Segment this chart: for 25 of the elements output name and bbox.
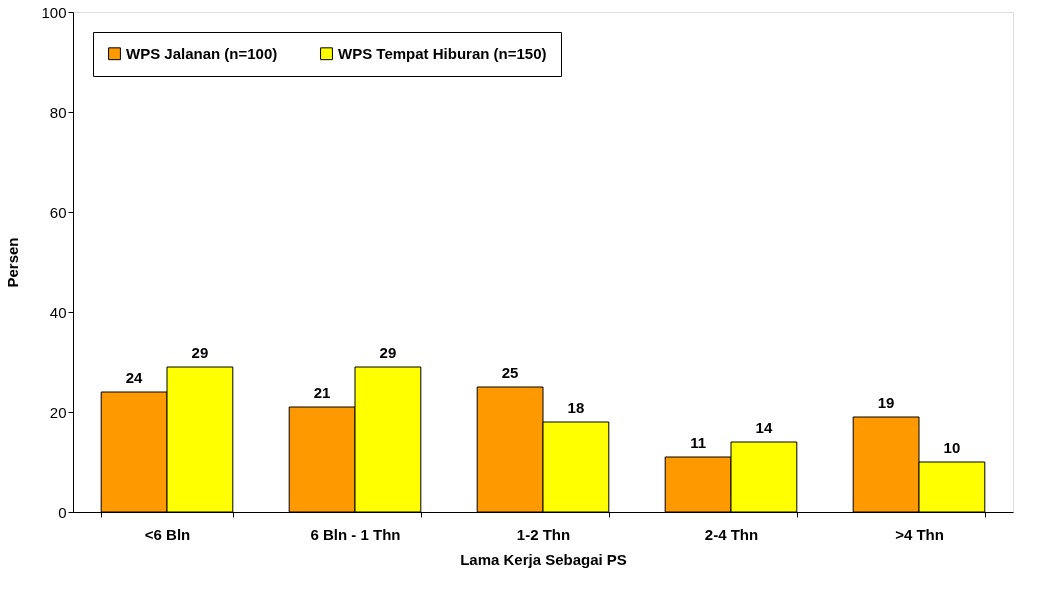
data-label: 21 <box>313 384 331 401</box>
legend-label: WPS Tempat Hiburan (n=150) <box>338 44 547 62</box>
y-tick-label: 20 <box>49 403 67 421</box>
x-tick-label: >4 Thn <box>895 525 944 543</box>
y-tick-label: 40 <box>49 303 67 321</box>
y-tick-label: 80 <box>49 103 67 121</box>
data-label: 29 <box>379 344 397 361</box>
y-axis-title: Persen <box>4 237 22 288</box>
data-label: 29 <box>191 344 209 361</box>
x-tick-label: 1-2 Thn <box>516 525 571 543</box>
data-label: 11 <box>690 434 707 451</box>
x-axis-title: Lama Kerja Sebagai PS <box>460 550 627 568</box>
data-label: 19 <box>877 394 895 411</box>
y-tick-label: 100 <box>41 3 67 21</box>
data-label: 14 <box>755 419 773 436</box>
data-label: 24 <box>125 369 144 386</box>
y-tick-label: 60 <box>49 203 67 221</box>
data-label: 25 <box>501 364 519 381</box>
x-tick-label: 2-4 Thn <box>704 525 759 543</box>
x-tick-label: <6 Bln <box>144 525 191 543</box>
x-tick-label: 6 Bln - 1 Thn <box>310 525 401 543</box>
y-tick-label: 0 <box>58 503 67 521</box>
data-label: 18 <box>567 399 585 416</box>
legend-label: WPS Jalanan (n=100) <box>126 44 278 62</box>
data-label: 10 <box>943 439 961 456</box>
